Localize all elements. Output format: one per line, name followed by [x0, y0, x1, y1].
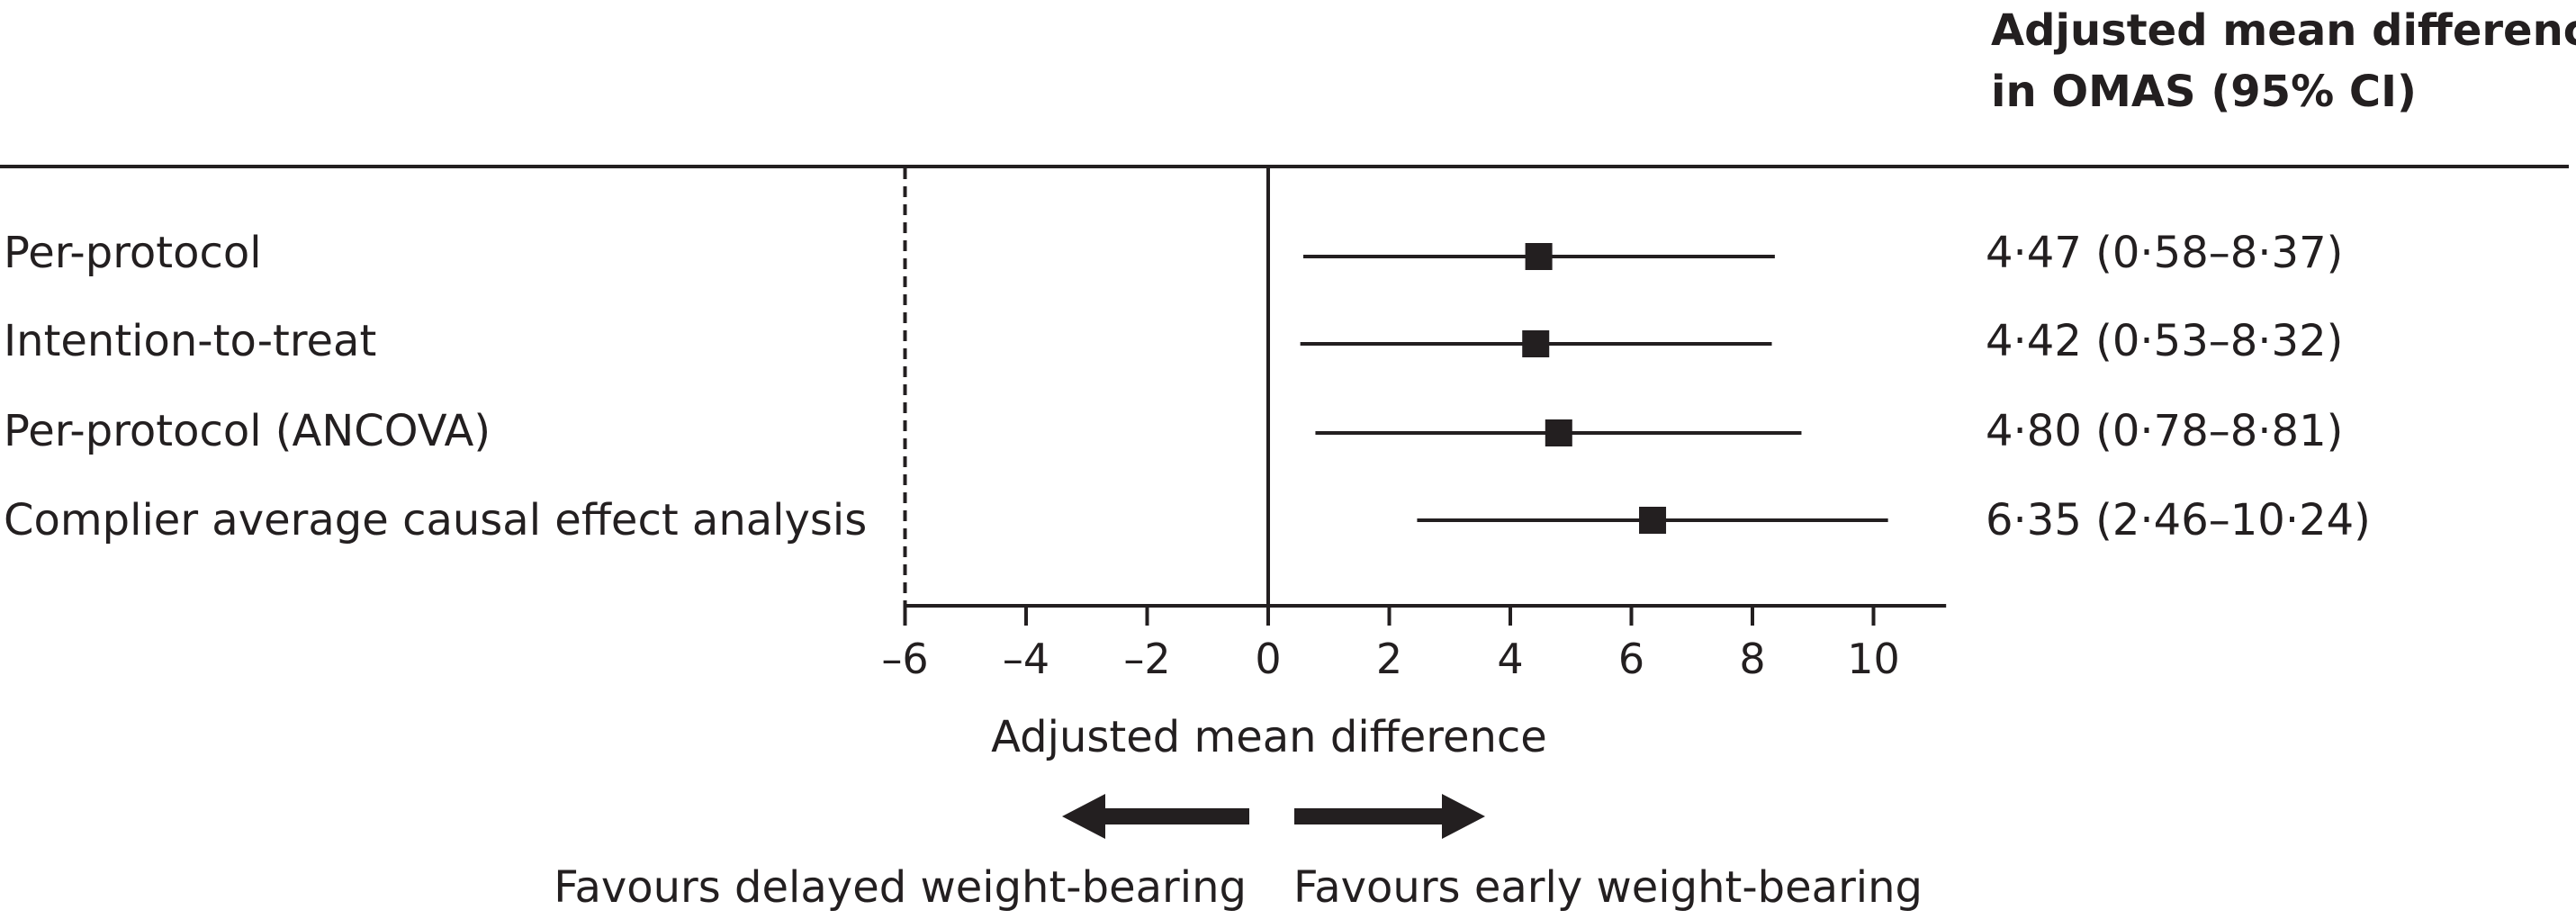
x-tick-label: 0 — [1255, 635, 1281, 683]
x-tick-label: 6 — [1618, 635, 1644, 683]
point-estimate-marker — [1639, 507, 1667, 534]
header-rule — [0, 165, 2569, 168]
row-label: Per-protocol (ANCOVA) — [4, 406, 491, 456]
column-header: Adjusted mean difference in OMAS (95% CI… — [1991, 0, 2576, 122]
favours-right-label: Favours early weight-bearing — [1293, 862, 1923, 913]
row-ci-text: 4·80 (0·78–8·81) — [1986, 406, 2344, 456]
column-header-line2: in OMAS (95% CI) — [1991, 67, 2417, 117]
point-estimate-marker — [1545, 419, 1572, 446]
row-ci-text: 4·42 (0·53–8·32) — [1986, 316, 2344, 366]
arrow-right-icon — [1294, 794, 1485, 839]
x-axis-title: Adjusted mean difference — [991, 712, 1547, 762]
x-tick-label: –4 — [1003, 635, 1049, 683]
point-estimate-marker — [1525, 243, 1553, 270]
x-tick-label: 2 — [1376, 635, 1402, 683]
row-label: Complier average causal effect analysis — [4, 495, 868, 545]
row-ci-text: 4·47 (0·58–8·37) — [1986, 228, 2344, 278]
row-label: Per-protocol — [4, 228, 262, 278]
x-tick-label: 8 — [1739, 635, 1765, 683]
x-tick-label: –6 — [881, 635, 928, 683]
favours-left-label: Favours delayed weight-bearing — [554, 862, 1247, 913]
row-ci-text: 6·35 (2·46–10·24) — [1986, 495, 2371, 545]
x-tick-label: 10 — [1847, 635, 1900, 683]
x-tick-label: –2 — [1123, 635, 1170, 683]
row-label: Intention-to-treat — [4, 316, 377, 366]
x-tick-label: 4 — [1497, 635, 1523, 683]
column-header-line1: Adjusted mean difference — [1991, 5, 2576, 56]
point-estimate-marker — [1522, 330, 1550, 357]
arrow-left-icon — [1062, 794, 1249, 839]
